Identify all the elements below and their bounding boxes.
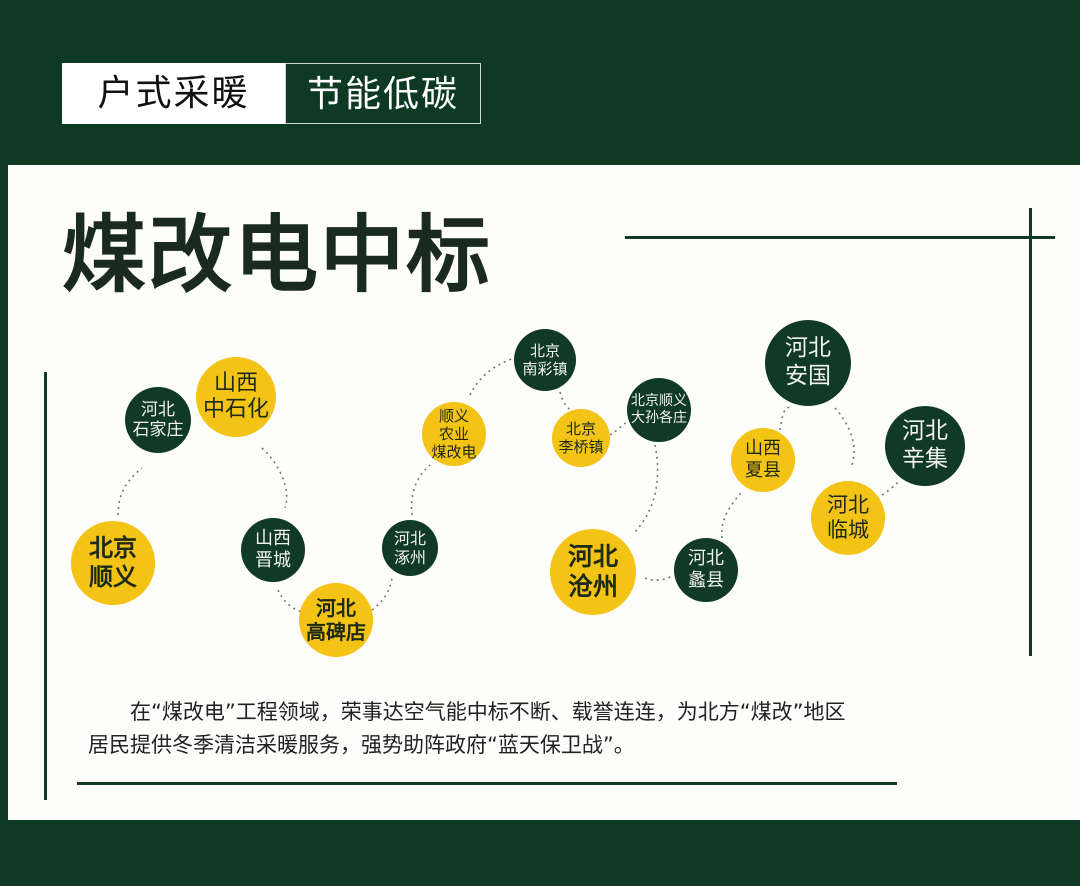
connector — [117, 467, 143, 516]
location-node: 河北 安国 — [765, 320, 851, 406]
location-node: 河北 临城 — [811, 481, 885, 555]
location-node: 河北 石家庄 — [125, 387, 191, 453]
divider-left-vertical — [44, 372, 47, 800]
connector — [261, 447, 288, 509]
connector — [371, 577, 393, 611]
connector — [779, 406, 791, 431]
connector — [609, 419, 631, 436]
connector — [410, 464, 431, 516]
location-node: 河北 辛集 — [885, 406, 965, 486]
tag-energy-saving: 节能低碳 — [285, 63, 481, 124]
connector — [720, 491, 743, 539]
page-title: 煤改电中标 — [62, 206, 493, 304]
location-node: 河北 沧州 — [550, 529, 636, 615]
connector — [559, 391, 571, 411]
divider-bottom — [77, 782, 897, 785]
location-node: 河北 高碑店 — [299, 583, 373, 657]
paragraph-line-1: 在“煤改电”工程领域，荣事达空气能中标不断、载誉连连，为北方“煤改”地区 — [130, 700, 846, 724]
location-node: 北京 南彩镇 — [514, 329, 576, 391]
location-node: 北京顺义 大孙各庄 — [627, 378, 691, 442]
connector — [277, 589, 304, 613]
location-node: 河北 蠡县 — [674, 538, 738, 602]
divider-top-right — [625, 236, 1055, 239]
connector — [644, 575, 673, 581]
content-panel — [8, 165, 1080, 820]
connector — [834, 407, 855, 466]
location-node: 山西 晋城 — [241, 518, 305, 582]
location-node: 北京 顺义 — [71, 521, 155, 605]
location-node: 北京 李桥镇 — [552, 409, 610, 467]
connector — [634, 444, 659, 533]
divider-right-vertical — [1029, 208, 1032, 656]
connector — [881, 481, 899, 496]
location-node: 顺义 农业 煤改电 — [422, 402, 486, 466]
paragraph-line-2: 居民提供冬季清洁采暖服务，强势助阵政府“蓝天保卫战”。 — [88, 733, 635, 757]
connector — [469, 357, 515, 396]
location-node: 河北 涿州 — [382, 520, 438, 576]
tag-household-heating: 户式采暖 — [62, 63, 285, 124]
description-paragraph: 在“煤改电”工程领域，荣事达空气能中标不断、载誉连连，为北方“煤改”地区 居民提… — [88, 696, 968, 762]
location-node: 山西 中石化 — [196, 357, 276, 437]
location-node: 山西 夏县 — [731, 428, 795, 492]
